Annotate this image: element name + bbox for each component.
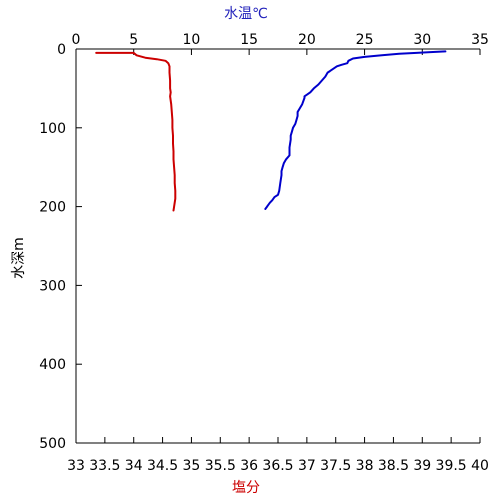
bottom-tick-label: 34.5 <box>147 458 178 474</box>
y-tick-label: 0 <box>57 42 66 58</box>
y-tick-label: 100 <box>39 121 66 137</box>
top-tick-label: 35 <box>471 32 489 48</box>
bottom-tick-label: 39 <box>413 458 431 474</box>
bottom-tick-label: 33.5 <box>89 458 120 474</box>
top-tick-label: 5 <box>129 32 138 48</box>
y-tick-label: 400 <box>39 357 66 373</box>
bottom-tick-label: 35.5 <box>205 458 236 474</box>
bottom-tick-label: 38.5 <box>378 458 409 474</box>
axes: 0 100 200 300 400 500 0 5 10 15 20 25 30 35 33 33.5 34 34… <box>39 32 489 474</box>
bottom-tick-label: 39.5 <box>436 458 467 474</box>
salinity-line <box>95 51 177 212</box>
y-tick-label: 300 <box>39 278 66 294</box>
y-axis-title: 水深m <box>11 237 27 279</box>
bottom-tick-label: 37.5 <box>320 458 351 474</box>
bottom-tick-label: 36.5 <box>262 458 293 474</box>
top-tick-label: 30 <box>413 32 431 48</box>
bottom-tick-label: 35 <box>183 458 201 474</box>
top-tick-label: 15 <box>240 32 258 48</box>
bottom-tick-label: 33 <box>67 458 85 474</box>
y-tick-label: 500 <box>39 436 66 452</box>
bottom-tick-label: 36 <box>240 458 258 474</box>
water-temperature-line <box>264 50 447 210</box>
bottom-axis-title: 塩分 <box>232 480 260 496</box>
series-layer <box>95 50 447 212</box>
bottom-tick-label: 40 <box>471 458 489 474</box>
top-tick-label: 20 <box>298 32 316 48</box>
bottom-tick-label: 37 <box>298 458 316 474</box>
top-tick-label: 25 <box>356 32 374 48</box>
bottom-tick-label: 34 <box>125 458 143 474</box>
top-tick-label: 0 <box>72 32 81 48</box>
bottom-tick-label: 38 <box>356 458 374 474</box>
y-tick-label: 200 <box>39 200 66 216</box>
top-axis-title: 水温℃ <box>224 6 268 22</box>
top-tick-label: 10 <box>183 32 201 48</box>
